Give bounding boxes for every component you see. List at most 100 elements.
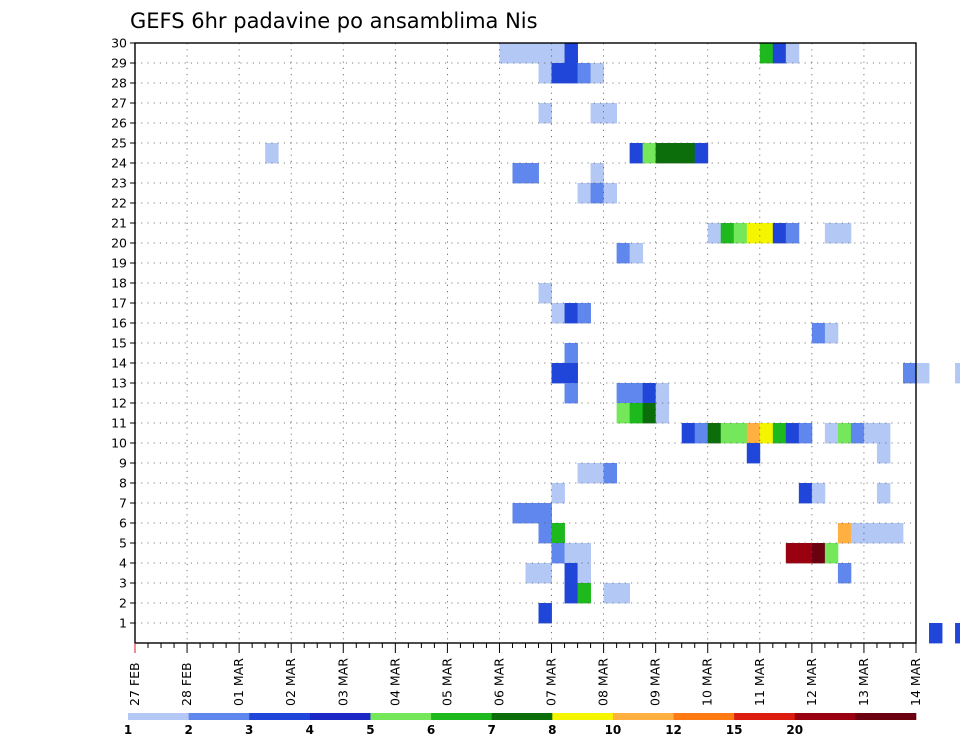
y-tick-label: 12 bbox=[111, 396, 127, 411]
heatmap-cell bbox=[538, 283, 552, 304]
y-tick-label: 1 bbox=[119, 616, 127, 631]
colorbar-label: 4 bbox=[306, 723, 314, 737]
colorbar-swatch bbox=[491, 713, 553, 720]
heatmap-cell bbox=[811, 323, 826, 344]
heatmap-cell bbox=[720, 223, 735, 244]
heatmap-cell bbox=[824, 423, 839, 444]
heatmap-cell bbox=[564, 383, 578, 404]
heatmap-cell bbox=[603, 583, 618, 604]
heatmap-cell bbox=[564, 543, 578, 564]
y-tick-label: 20 bbox=[111, 236, 127, 251]
y-tick-label: 16 bbox=[111, 316, 127, 331]
heatmap-cell bbox=[746, 443, 761, 464]
heatmap-cell bbox=[785, 43, 800, 64]
heatmap-cell bbox=[629, 383, 644, 404]
heatmap-cell bbox=[551, 523, 565, 544]
x-tick-label: 10 MAR bbox=[700, 658, 715, 706]
heatmap-cell bbox=[564, 43, 578, 64]
x-tick-label: 08 MAR bbox=[596, 658, 611, 706]
heatmap-cell bbox=[955, 623, 960, 644]
colorbar-label: 15 bbox=[726, 723, 743, 737]
heatmap-cell bbox=[772, 43, 787, 64]
heatmap-cell bbox=[785, 423, 800, 444]
heatmap-cell bbox=[707, 423, 722, 444]
heatmap-cell bbox=[668, 143, 683, 164]
heatmap-cell bbox=[759, 43, 774, 64]
heatmap-cell bbox=[551, 43, 565, 64]
heatmap-cell bbox=[850, 423, 865, 444]
grid-lines bbox=[135, 43, 916, 643]
y-tick-label: 24 bbox=[111, 156, 127, 171]
heatmap-cell bbox=[590, 463, 604, 484]
heatmap-cell bbox=[525, 503, 539, 524]
heatmap-cell bbox=[551, 303, 565, 324]
heatmap-cell bbox=[577, 303, 591, 324]
colorbar-swatch bbox=[188, 713, 250, 720]
heatmap-cell bbox=[551, 363, 565, 384]
heatmap-cell bbox=[824, 323, 839, 344]
y-tick-label: 9 bbox=[119, 456, 127, 471]
y-tick-label: 22 bbox=[111, 196, 127, 211]
colorbar-label: 12 bbox=[665, 723, 682, 737]
colorbar-label: 2 bbox=[184, 723, 192, 737]
heatmap-cell bbox=[512, 163, 526, 184]
y-tick-label: 23 bbox=[111, 176, 127, 191]
colorbar-label: 7 bbox=[488, 723, 496, 737]
heatmap-cell bbox=[551, 483, 565, 504]
heatmap-cell bbox=[798, 483, 813, 504]
heatmap-cell bbox=[551, 63, 565, 84]
heatmap-cell bbox=[525, 563, 539, 584]
heatmap-cell bbox=[538, 103, 552, 124]
heatmap-cell bbox=[564, 343, 578, 364]
heatmap-cell bbox=[577, 463, 591, 484]
colorbar-swatch bbox=[855, 713, 917, 720]
heatmap-cell bbox=[564, 563, 578, 584]
heatmap-cell bbox=[564, 363, 578, 384]
heatmap-cell bbox=[629, 243, 644, 264]
heatmap-cell bbox=[577, 543, 591, 564]
heatmap-cell bbox=[538, 43, 552, 64]
y-tick-label: 10 bbox=[111, 436, 127, 451]
y-tick-label: 6 bbox=[119, 516, 127, 531]
colorbar-swatch bbox=[552, 713, 614, 720]
y-tick-label: 19 bbox=[111, 256, 127, 271]
heatmap-cell bbox=[616, 383, 631, 404]
heatmap-cell bbox=[642, 143, 657, 164]
y-tick-label: 5 bbox=[119, 536, 127, 551]
heatmap-cell bbox=[824, 543, 839, 564]
colorbar: 1 2 3 4 5 6 7 8 10 12 15 20 bbox=[124, 713, 917, 737]
heatmap-cell bbox=[876, 523, 891, 544]
y-tick-label: 3 bbox=[119, 576, 127, 591]
y-tick-label: 21 bbox=[111, 216, 127, 231]
heatmap-cell bbox=[538, 603, 552, 624]
colorbar-swatch bbox=[370, 713, 432, 720]
heatmap-cell bbox=[863, 423, 878, 444]
heatmap-cell bbox=[837, 523, 852, 544]
heatmap-cell bbox=[824, 223, 839, 244]
heatmap-cell bbox=[811, 483, 826, 504]
x-axis: 27 FEB 28 FEB 01 MAR 02 MAR 03 MAR 04 MAR 05 M… bbox=[127, 643, 923, 706]
colorbar-swatch bbox=[249, 713, 311, 720]
y-tick-label: 13 bbox=[111, 376, 127, 391]
y-tick-label: 14 bbox=[111, 356, 127, 371]
heatmap-cell bbox=[616, 403, 631, 424]
heatmap-cell bbox=[564, 63, 578, 84]
heatmap-cell bbox=[642, 383, 657, 404]
colorbar-swatch bbox=[309, 713, 371, 720]
heatmap-cells bbox=[265, 43, 960, 644]
y-tick-label: 27 bbox=[111, 96, 127, 111]
heatmap-cell bbox=[785, 543, 800, 564]
heatmap-cell bbox=[512, 503, 526, 524]
heatmap-cell bbox=[889, 523, 904, 544]
heatmap-cell bbox=[876, 423, 891, 444]
heatmap-cell bbox=[603, 463, 618, 484]
heatmap-cell bbox=[811, 543, 826, 564]
colorbar-swatch bbox=[612, 713, 674, 720]
heatmap-cell bbox=[746, 423, 761, 444]
heatmap-cell bbox=[538, 503, 552, 524]
heatmap-cell bbox=[525, 43, 539, 64]
heatmap-cell bbox=[499, 43, 513, 64]
heatmap-cell bbox=[850, 523, 865, 544]
y-tick-label: 25 bbox=[111, 136, 127, 151]
colorbar-swatch bbox=[734, 713, 796, 720]
